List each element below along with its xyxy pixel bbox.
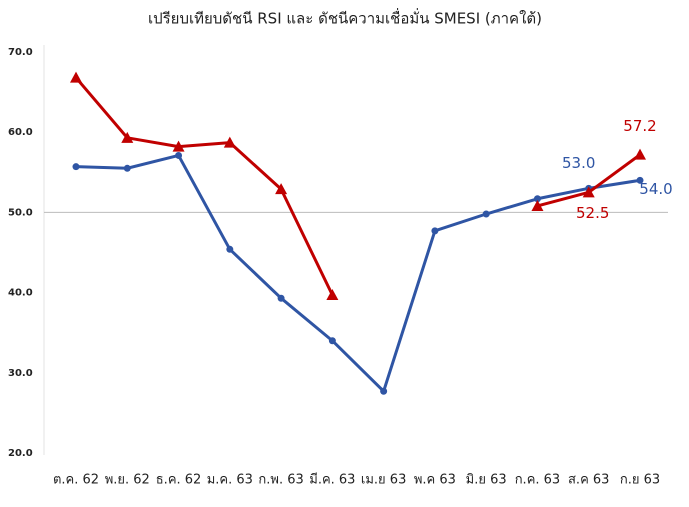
x-tick-label: มี.ค. 63 [309,472,355,488]
series-line [74,76,334,296]
marker [328,337,336,345]
value-label: 52.5 [576,204,609,222]
value-label: 53.0 [562,154,595,172]
marker [431,227,439,235]
marker [275,183,288,195]
value-label: 54.0 [639,180,672,198]
x-tick-label: ก.พ. 63 [258,473,303,488]
marker [70,71,82,83]
marker [636,176,644,184]
series-line [75,153,641,393]
marker [533,195,541,203]
x-tick-label: มิ.ย 63 [466,473,507,488]
marker [582,186,595,198]
marker [380,387,388,395]
marker [226,245,234,253]
marker [175,151,183,159]
marker [277,294,285,302]
x-tick-label: ก.ค. 63 [515,473,561,488]
marker [531,199,544,211]
marker [123,164,131,172]
y-tick-label: 20.0 [8,448,33,459]
y-tick-label: 60.0 [8,127,33,138]
chart-title: เปรียบเทียบดัชนี RSI และ ดัชนีความเชื่อม… [148,8,542,28]
x-tick-label: ก.ย 63 [620,473,660,488]
y-tick-label: 50.0 [8,207,33,218]
x-tick-label: พ.ย. 62 [105,473,150,488]
x-tick-label: ส.ค 63 [568,473,609,488]
x-tick-label: พ.ค 63 [414,473,456,488]
y-tick-label: 40.0 [8,288,33,299]
marker [482,210,490,218]
marker [121,131,134,143]
x-tick-label: เม.ย 63 [361,473,406,488]
x-tick-label: ต.ค. 62 [53,473,99,488]
marker [223,136,236,148]
marker [72,163,80,171]
x-tick-label: ธ.ค. 62 [156,473,202,488]
y-tick-label: 30.0 [8,368,33,379]
value-label: 57.2 [623,117,656,135]
marker [634,148,646,160]
marker [172,140,185,152]
marker [326,289,339,301]
y-tick-label: 70.0 [8,47,33,58]
x-tick-label: ม.ค. 63 [207,473,253,488]
